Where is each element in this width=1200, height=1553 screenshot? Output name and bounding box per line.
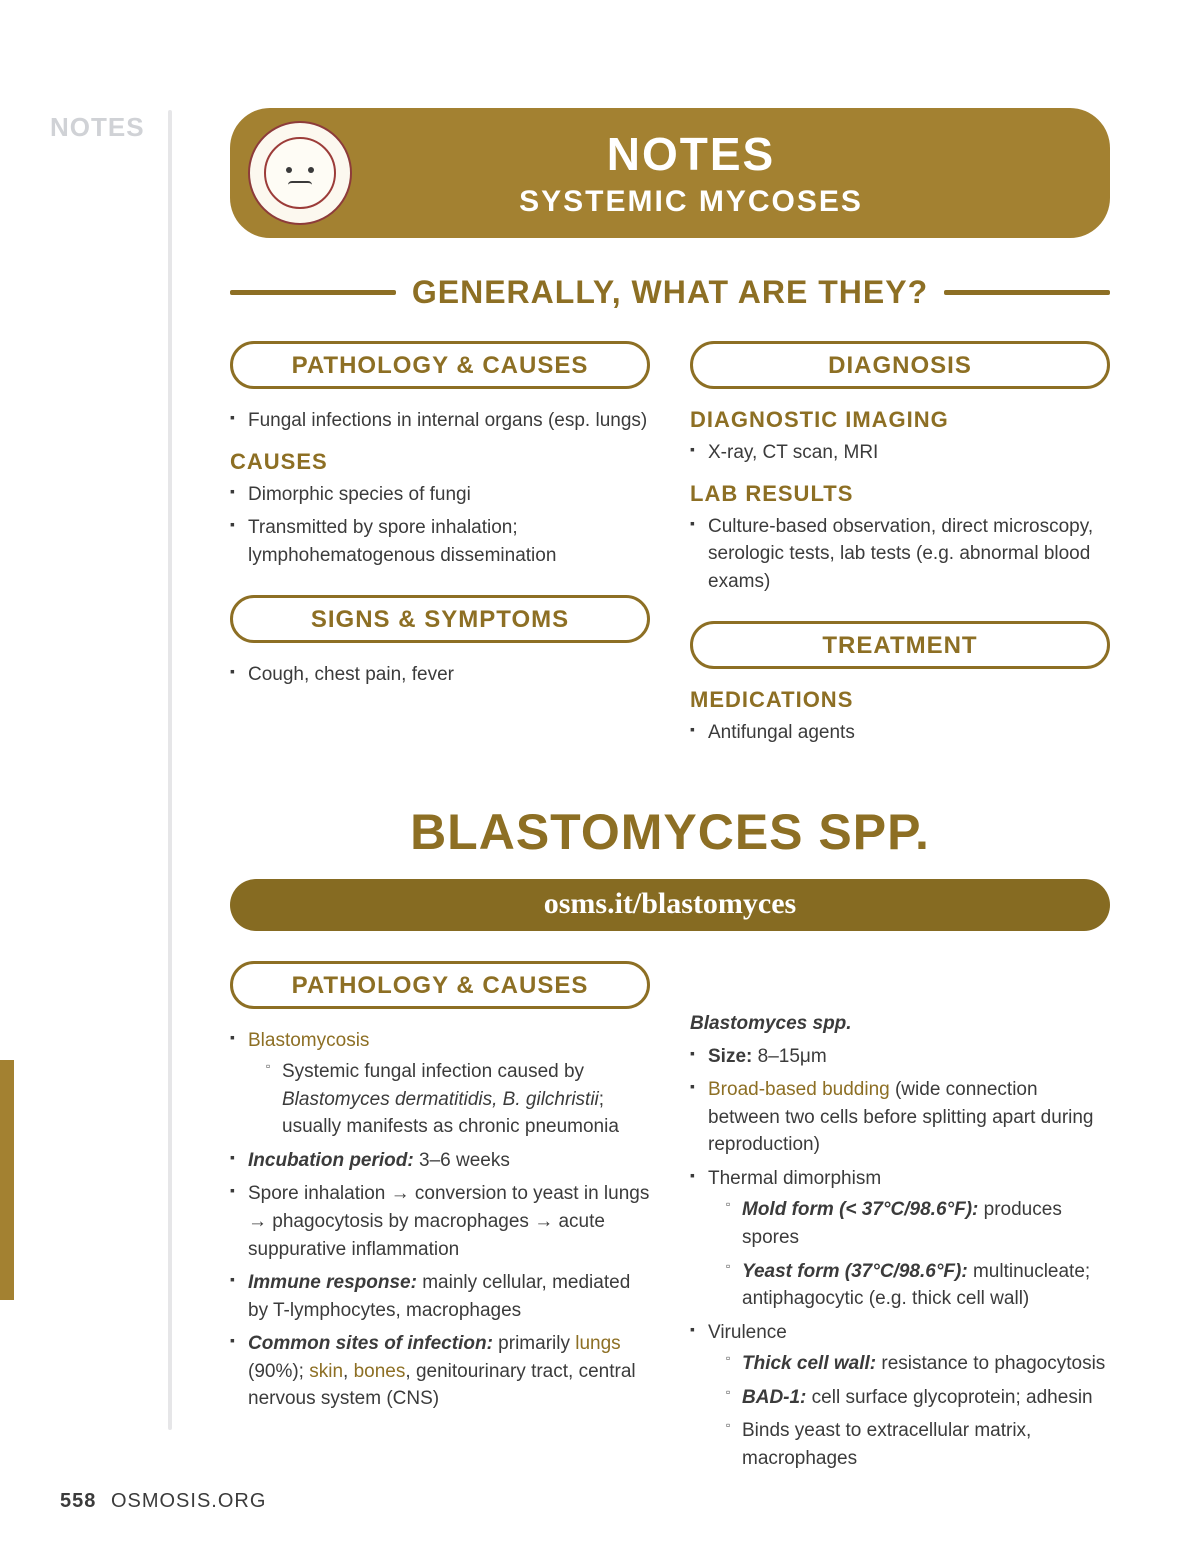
bullet: Culture-based observation, direct micros… <box>690 513 1110 596</box>
pill-signs: SIGNS & SYMPTOMS <box>230 595 650 643</box>
pill-pathology-2: PATHOLOGY & CAUSES <box>230 961 650 1009</box>
sub-bullet: Binds yeast to extracellular matrix, mac… <box>726 1417 1110 1472</box>
bullet: Thermal dimorphism Mold form (< 37°C/98.… <box>690 1165 1110 1313</box>
subhead-causes: CAUSES <box>230 449 650 475</box>
bullet: Broad-based budding (wide connection bet… <box>690 1076 1110 1159</box>
bullet: X-ray, CT scan, MRI <box>690 439 1110 467</box>
subhead-imaging: DIAGNOSTIC IMAGING <box>690 407 1110 433</box>
page-footer: 558 OSMOSIS.ORG <box>60 1490 266 1513</box>
col-left: PATHOLOGY & CAUSES Fungal infections in … <box>230 341 650 753</box>
col-left-2: PATHOLOGY & CAUSES Blastomycosis Systemi… <box>230 961 650 1479</box>
sub-bullet: BAD-1: cell surface glycoprotein; adhesi… <box>726 1384 1110 1412</box>
bullet: Transmitted by spore inhalation; lymphoh… <box>230 514 650 569</box>
pill-diagnosis: DIAGNOSIS <box>690 341 1110 389</box>
section-heading: GENERALLY, WHAT ARE THEY? <box>412 274 928 311</box>
bullet: Virulence Thick cell wall: resistance to… <box>690 1319 1110 1473</box>
highlight: Blastomycosis <box>248 1030 369 1051</box>
sidebar-notes-label: NOTES <box>50 112 145 143</box>
link-bar: osms.it/blastomyces <box>230 879 1110 931</box>
bullet: Blastomycosis Systemic fungal infection … <box>230 1027 650 1141</box>
bullet: Immune response: mainly cellular, mediat… <box>230 1269 650 1324</box>
bullet: Size: 8–15μm <box>690 1043 1110 1071</box>
bullet: Common sites of infection: primarily lun… <box>230 1330 650 1413</box>
species-heading: Blastomyces spp. <box>690 1013 1110 1035</box>
sub-bullet: Yeast form (37°C/98.6°F): multinucleate;… <box>726 1258 1110 1313</box>
pill-treatment: TREATMENT <box>690 621 1110 669</box>
page-content: NOTES SYSTEMIC MYCOSES GENERALLY, WHAT A… <box>230 108 1110 1478</box>
banner-subtitle: SYSTEMIC MYCOSES <box>372 185 1010 219</box>
sub-bullet: Systemic fungal infection caused by Blas… <box>266 1058 650 1141</box>
pill-pathology: PATHOLOGY & CAUSES <box>230 341 650 389</box>
col-right-2: Blastomyces spp. Size: 8–15μm Broad-base… <box>690 961 1110 1479</box>
bullet: Fungal infections in internal organs (es… <box>230 407 650 435</box>
microbe-icon <box>248 121 352 225</box>
col-right: DIAGNOSIS DIAGNOSTIC IMAGING X-ray, CT s… <box>690 341 1110 753</box>
big-title: BLASTOMYCES SPP. <box>230 803 1110 861</box>
banner-title: NOTES <box>372 127 1010 181</box>
bullet: Dimorphic species of fungi <box>230 481 650 509</box>
section-heading-row: GENERALLY, WHAT ARE THEY? <box>230 274 1110 311</box>
bullet: Spore inhalation → conversion to yeast i… <box>230 1180 650 1263</box>
subhead-medications: MEDICATIONS <box>690 687 1110 713</box>
site-name: OSMOSIS.ORG <box>111 1490 266 1512</box>
vertical-divider <box>168 110 172 1430</box>
sub-bullet: Thick cell wall: resistance to phagocyto… <box>726 1350 1110 1378</box>
bullet: Cough, chest pain, fever <box>230 661 650 689</box>
page-edge-tab <box>0 1060 14 1300</box>
title-banner: NOTES SYSTEMIC MYCOSES <box>230 108 1110 238</box>
subhead-lab: LAB RESULTS <box>690 481 1110 507</box>
bullet: Antifungal agents <box>690 719 1110 747</box>
sub-bullet: Mold form (< 37°C/98.6°F): produces spor… <box>726 1196 1110 1251</box>
bullet: Incubation period: 3–6 weeks <box>230 1147 650 1175</box>
page-number: 558 <box>60 1490 96 1512</box>
